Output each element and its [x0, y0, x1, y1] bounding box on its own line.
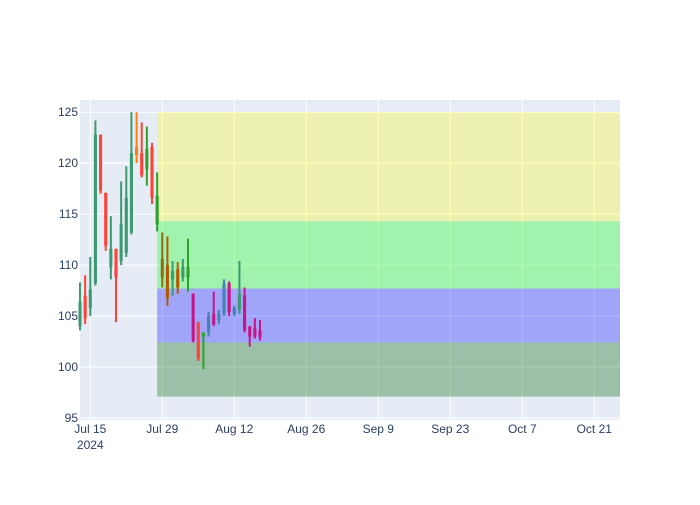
candle: [99, 134, 103, 194]
candle-body: [243, 295, 247, 331]
y-tick-label: 105: [58, 309, 78, 323]
candle-body: [253, 328, 257, 337]
candle: [160, 232, 164, 288]
candle-body: [93, 134, 97, 284]
x-tick-label: Oct 21: [577, 422, 613, 436]
candle-body: [212, 314, 216, 325]
candle-body: [124, 197, 128, 253]
y-tick-label: 125: [58, 105, 78, 119]
candle: [248, 326, 252, 347]
candle: [129, 112, 133, 235]
candle: [207, 311, 211, 337]
candle-body: [135, 146, 139, 156]
candle-layer: [78, 112, 262, 370]
candle: [119, 181, 123, 266]
candle-body: [196, 322, 200, 359]
candle: [155, 172, 159, 232]
candle: [258, 320, 262, 341]
candle-body: [155, 195, 159, 225]
candle-body: [237, 293, 241, 310]
candle: [201, 332, 205, 370]
price-zone: [157, 288, 620, 343]
candle: [186, 238, 190, 292]
candle-body: [119, 224, 123, 262]
candle-body: [232, 307, 236, 315]
candle-body: [176, 269, 180, 288]
x-tick-label: Jul 15: [74, 422, 106, 436]
x-tick-label: Jul 29: [146, 422, 178, 436]
candle-body: [150, 146, 154, 198]
y-tick-label: 100: [58, 360, 78, 374]
x-tick-sublabel: 2024: [77, 438, 104, 452]
candle: [171, 261, 175, 296]
candle-body: [140, 152, 144, 176]
y-tick-label: 110: [59, 258, 78, 272]
candle: [253, 318, 257, 339]
y-tick-label: 120: [58, 156, 78, 170]
candle-body: [171, 271, 175, 280]
candle: [93, 120, 97, 286]
candle: [78, 282, 82, 331]
x-axis-ticks: Jul 15 2024 Jul 29 Aug 12 Aug 26 Sep 9 Sep 23 O…: [74, 422, 612, 452]
candle: [222, 279, 226, 317]
grid-layer: [80, 100, 620, 420]
candle-body: [258, 330, 262, 338]
price-zone: [157, 342, 620, 397]
candle: [227, 281, 231, 317]
zone-layer: [157, 112, 620, 397]
x-tick-label: Sep 23: [431, 422, 469, 436]
candle: [165, 236, 169, 306]
candle-body: [99, 134, 103, 191]
candle-body: [191, 293, 195, 341]
y-axis-ticks: 95 100 105 110 115 120 125: [58, 105, 78, 425]
y-tick-label: 115: [59, 207, 78, 221]
candle: [176, 262, 180, 294]
candle: [232, 305, 236, 317]
candle: [140, 122, 144, 178]
candle-body: [78, 301, 82, 327]
price-zone: [157, 112, 620, 222]
candle-body: [83, 295, 87, 319]
x-tick-label: Oct 7: [508, 422, 537, 436]
candle: [124, 166, 128, 257]
candle-body: [207, 316, 211, 333]
candle: [104, 192, 108, 251]
x-tick-label: Aug 26: [287, 422, 325, 436]
y-tick-label: 95: [65, 411, 79, 425]
candle-body: [217, 314, 221, 321]
x-tick-label: Sep 9: [363, 422, 395, 436]
candle: [150, 142, 154, 204]
candle-body: [114, 248, 118, 278]
candle: [237, 261, 241, 315]
candle: [191, 293, 195, 343]
candle: [114, 248, 118, 323]
candle-body: [88, 289, 92, 308]
candle-body: [160, 258, 164, 278]
candle: [212, 291, 216, 327]
price-zone: [157, 221, 620, 289]
x-tick-label: Aug 12: [215, 422, 253, 436]
candle-body: [181, 267, 185, 278]
candle: [88, 256, 92, 317]
candle-body: [186, 267, 190, 278]
candle-body: [248, 326, 252, 337]
candle: [243, 287, 247, 333]
candle: [109, 216, 113, 280]
candle: [145, 126, 149, 186]
candle-body: [165, 265, 169, 298]
candle-body: [109, 248, 113, 268]
candle-body: [104, 192, 108, 246]
candle-body: [222, 283, 226, 315]
candle-body: [129, 152, 133, 233]
candle: [181, 258, 185, 282]
candle: [217, 309, 221, 325]
candle-body: [145, 148, 149, 170]
candle: [196, 322, 200, 361]
candle: [83, 275, 87, 325]
candle-body: [227, 283, 231, 312]
candle-body: [201, 332, 205, 337]
candle: [135, 112, 139, 164]
